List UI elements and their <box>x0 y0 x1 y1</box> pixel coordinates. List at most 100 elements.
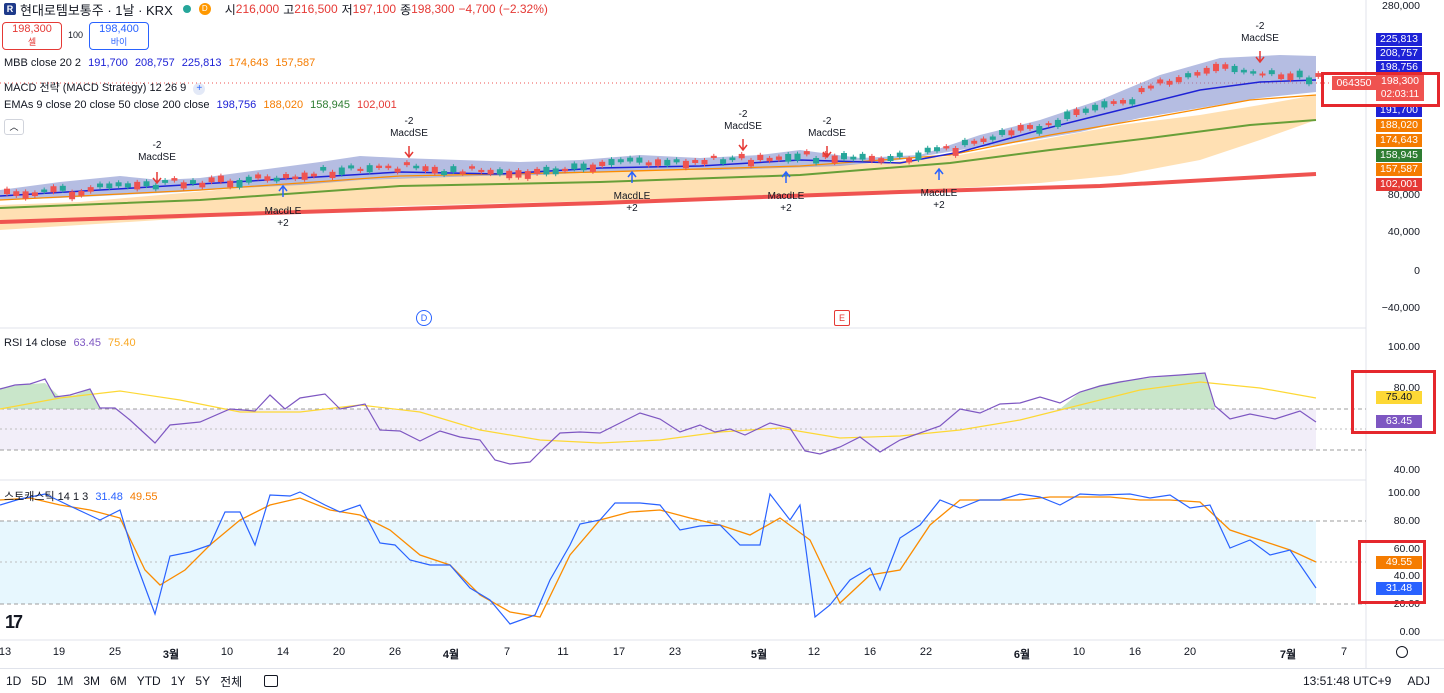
candle <box>1036 126 1043 134</box>
range-ytd[interactable]: YTD <box>136 674 161 688</box>
buy-button[interactable]: 198,400 바이 <box>89 22 149 50</box>
ohlc-open-value: 216,000 <box>235 2 280 16</box>
signal-count: -2 <box>152 140 162 151</box>
chart-canvas[interactable] <box>0 0 1444 668</box>
mbb-lower-tag: 174,643 <box>1376 134 1422 147</box>
time-tick: 19 <box>52 646 66 658</box>
candle <box>580 163 587 171</box>
ema200-value: 102,001 <box>357 99 397 111</box>
time-tick: 14 <box>276 646 290 658</box>
candle <box>292 176 299 180</box>
symbol-logo-icon: R <box>4 3 16 15</box>
collapse-legend-icon[interactable]: ︿ <box>4 119 24 135</box>
short-signal-label: -2 MacdSE <box>1241 21 1279 45</box>
candle <box>738 153 745 159</box>
emas-name: EMAs 9 close 20 close 50 close 200 close <box>4 99 210 111</box>
time-tick: 26 <box>388 646 402 658</box>
long-signal-arrow <box>278 184 288 197</box>
price-tick: −40,000 <box>1381 302 1420 314</box>
candle <box>701 159 708 165</box>
mbb-legend[interactable]: MBB close 20 2 191,700 208,757 225,813 1… <box>4 57 319 69</box>
time-tick: 7월 <box>1279 649 1297 661</box>
candle <box>543 166 550 175</box>
ema50-value: 158,945 <box>310 99 350 111</box>
candle <box>320 166 327 171</box>
short-signal-label: -2 MacdSE <box>808 116 846 140</box>
adjustment-toggle[interactable]: ADJ <box>1407 674 1430 688</box>
candle <box>171 178 178 181</box>
candle <box>1166 80 1173 85</box>
earnings-event-icon[interactable]: E <box>834 310 850 326</box>
candle <box>1259 73 1266 76</box>
candle <box>1213 63 1219 72</box>
bottom-toolbar: 1D 5D 1M 3M 6M YTD 1Y 5Y 전체 13:51:48 UTC… <box>0 668 1444 693</box>
sell-button[interactable]: 198,300 셀 <box>2 22 62 50</box>
time-tick: 16 <box>1128 646 1142 658</box>
range-all[interactable]: 전체 <box>220 674 243 689</box>
price-tick: 0 <box>1414 265 1420 277</box>
range-5y[interactable]: 5Y <box>195 674 211 688</box>
candle <box>441 171 448 176</box>
time-tick: 7 <box>503 646 511 658</box>
candle <box>13 191 20 196</box>
ohlc-close-label: 종 <box>400 2 412 17</box>
candle <box>69 191 76 200</box>
candle <box>143 181 150 187</box>
candle <box>1278 74 1285 80</box>
candle <box>1129 99 1136 105</box>
candle <box>394 168 401 173</box>
range-3m[interactable]: 3M <box>83 674 101 688</box>
tradingview-logo[interactable]: 17 <box>5 612 23 632</box>
stoch-k-line <box>0 491 1317 625</box>
time-tick: 11 <box>557 646 569 658</box>
time-tick: 10 <box>220 646 234 658</box>
status-clock[interactable]: 13:51:48 UTC+9 <box>1302 674 1392 688</box>
date-range-calendar-icon[interactable] <box>264 675 279 687</box>
rsi-ma-tag: 75.40 <box>1376 391 1422 404</box>
order-quantity[interactable]: 100 <box>68 30 84 40</box>
range-5d[interactable]: 5D <box>31 674 47 688</box>
candle <box>664 159 671 166</box>
candle <box>22 191 29 199</box>
range-6m[interactable]: 6M <box>110 674 127 688</box>
rsi-tick: 40.00 <box>1393 464 1420 476</box>
signal-name: MacdSE <box>390 128 428 139</box>
candle <box>97 183 103 188</box>
candle <box>301 172 308 180</box>
time-tick: 17 <box>612 646 626 658</box>
market-status-icon <box>182 5 191 13</box>
range-1m[interactable]: 1M <box>56 674 74 688</box>
range-1y[interactable]: 1Y <box>170 674 186 688</box>
candle <box>199 182 206 188</box>
range-1d[interactable]: 1D <box>6 674 22 688</box>
candle <box>478 169 485 173</box>
macd-legend[interactable]: MACD 전략 (MACD Strategy) 12 26 9 + <box>4 79 209 95</box>
candle <box>1017 124 1024 131</box>
dividend-event-icon[interactable]: D <box>416 310 432 326</box>
candle <box>78 190 85 196</box>
candle <box>376 165 382 168</box>
candle <box>1315 73 1322 77</box>
candle <box>180 182 187 189</box>
ema9-tag: 198,756 <box>1376 61 1422 74</box>
axis-settings-icon[interactable] <box>1396 646 1408 658</box>
mbb-upper2-value: 225,813 <box>181 57 222 69</box>
symbol-title[interactable]: 현대로템보통주 · 1날 · KRX <box>20 2 173 18</box>
candle <box>813 157 820 164</box>
chart-header: R 현대로템보통주 · 1날 · KRX D 시 216,000 고 216,5… <box>0 0 548 18</box>
candle <box>1240 69 1247 73</box>
candle <box>896 152 903 157</box>
rsi-tick: 100.00 <box>1387 341 1420 353</box>
candle <box>236 179 243 188</box>
candle <box>59 185 66 191</box>
stoch-tick: 60.00 <box>1393 543 1420 555</box>
rsi-legend[interactable]: RSI 14 close 63.45 75.40 <box>4 337 140 349</box>
stoch-legend[interactable]: 스토캐스틱 14 1 3 31.48 49.55 <box>4 488 161 504</box>
ema200-line <box>0 172 1317 224</box>
candles <box>4 61 1322 202</box>
mbb-basis-value: 191,700 <box>88 57 128 69</box>
candle <box>1064 111 1071 119</box>
macd-add-icon[interactable]: + <box>193 83 206 95</box>
emas-legend[interactable]: EMAs 9 close 20 close 50 close 200 close… <box>4 99 401 111</box>
candle <box>50 186 57 193</box>
